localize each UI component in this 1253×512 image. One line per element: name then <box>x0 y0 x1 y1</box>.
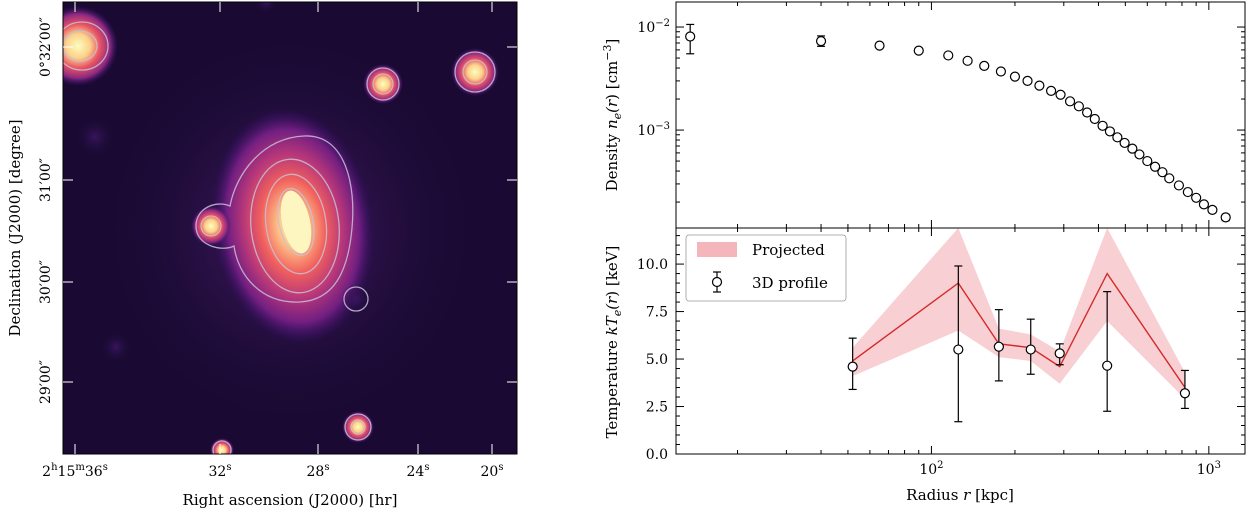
density-point <box>1207 204 1218 215</box>
density-point <box>1220 212 1231 223</box>
legend-label-3d-profile: 3D profile <box>752 274 828 292</box>
contour-lines <box>63 21 496 454</box>
density-frame <box>675 1 1246 229</box>
density-point <box>1182 186 1193 198</box>
temperature-point <box>953 344 964 355</box>
density-point <box>1081 107 1093 118</box>
density-point <box>1191 192 1202 203</box>
projected-band <box>852 228 1185 399</box>
density-y-tick-label: 10−2 <box>637 18 670 36</box>
map-x-tick-label: 20s <box>481 462 504 480</box>
density-point <box>1164 173 1175 184</box>
xray-map-image <box>63 2 517 454</box>
density-point <box>962 55 973 66</box>
density-point <box>913 45 924 56</box>
temperature-y-tick-label: 2.5 <box>646 400 668 416</box>
legend: Projected 3D profile <box>685 234 847 302</box>
map-y-tick-label: 30′00″ <box>38 260 54 304</box>
temperature-ticks: 102 103 0.0 2.5 5.0 7.5 10.0 <box>637 228 1245 478</box>
map-y-axis-label: Declination (J2000) [degree] <box>6 119 24 336</box>
map-x-tick-label: 24s <box>407 462 430 480</box>
temperature-point <box>993 341 1004 352</box>
map-frame <box>62 1 518 455</box>
density-ticks: 10−2 10−3 <box>637 2 1245 228</box>
legend-label-projected: Projected <box>752 241 825 259</box>
density-point <box>1157 167 1168 178</box>
density-panel: 10−2 10−3 Density ne(r) [cm−3] <box>601 1 1246 229</box>
density-point <box>1149 161 1161 172</box>
density-point <box>1064 96 1076 107</box>
density-point <box>874 40 885 51</box>
temperature-y-tick-label: 5.0 <box>646 352 668 368</box>
temperature-y-tick-label: 10.0 <box>637 257 668 273</box>
density-point <box>1055 89 1066 100</box>
temperature-x-axis-label: Radius r [kpc] <box>906 486 1014 504</box>
temperature-y-axis-label: Temperature kTe(r) [keV] <box>603 246 624 439</box>
temperature-point <box>1179 388 1191 399</box>
map-x-tick-label: 28s <box>307 462 330 480</box>
density-point <box>1198 199 1210 210</box>
temperature-x-tick-label: 103 <box>1197 460 1221 478</box>
temperature-frame <box>675 227 1246 455</box>
projected-band-layer <box>852 228 1186 399</box>
density-y-tick-label: 10−3 <box>637 121 670 139</box>
temperature-point <box>1054 348 1065 359</box>
temperature-y-tick-label: 0.0 <box>646 447 668 463</box>
legend-errorbar-marker <box>711 271 723 293</box>
density-point <box>1134 149 1145 160</box>
density-point <box>1073 101 1084 112</box>
legend-band-swatch <box>697 242 737 257</box>
density-point <box>995 66 1007 77</box>
density-point <box>685 31 696 42</box>
temperature-y-tick-label: 7.5 <box>646 305 668 321</box>
density-point <box>979 60 990 71</box>
density-point <box>1089 113 1100 125</box>
density-point <box>943 50 954 61</box>
map-x-tick-label: 2h15m36s <box>42 462 108 480</box>
temperature-points <box>847 265 1191 423</box>
map-x-axis-label: Right ascension (J2000) [hr] <box>183 491 398 509</box>
density-point <box>1104 126 1116 137</box>
map-ticks: 2h15m36s 32s 28s 24s 20s 0°32′00″ 31′00″ 30′00″… <box>38 2 517 480</box>
temperature-point <box>1102 360 1113 371</box>
map-x-tick-label: 32s <box>209 462 232 480</box>
density-point <box>1173 180 1185 191</box>
density-point <box>1112 132 1123 143</box>
map-y-tick-label: 31′00″ <box>38 158 54 202</box>
temperature-point <box>1025 344 1036 355</box>
map-y-tick-label: 0°32′00″ <box>38 17 54 77</box>
density-points <box>685 23 1231 223</box>
map-y-tick-label: 29′00″ <box>38 360 54 404</box>
temperature-x-tick-label: 102 <box>919 460 943 478</box>
density-point <box>1127 143 1138 154</box>
temperature-panel: 102 103 0.0 2.5 5.0 7.5 10.0 Temperature kTe(r… <box>603 227 1246 504</box>
density-y-axis-label: Density ne(r) [cm−3] <box>601 39 624 192</box>
density-point <box>1142 155 1153 167</box>
temperature-point <box>847 361 858 372</box>
xray-map-panel: 2h15m36s 32s 28s 24s 20s 0°32′00″ 31′00″ 30′00″… <box>6 1 518 509</box>
density-point <box>1119 137 1130 149</box>
density-point <box>1034 80 1045 91</box>
density-point <box>1009 71 1021 82</box>
density-point <box>815 36 827 47</box>
density-point <box>1046 85 1057 96</box>
density-point <box>1097 120 1108 131</box>
density-point <box>1022 75 1033 87</box>
